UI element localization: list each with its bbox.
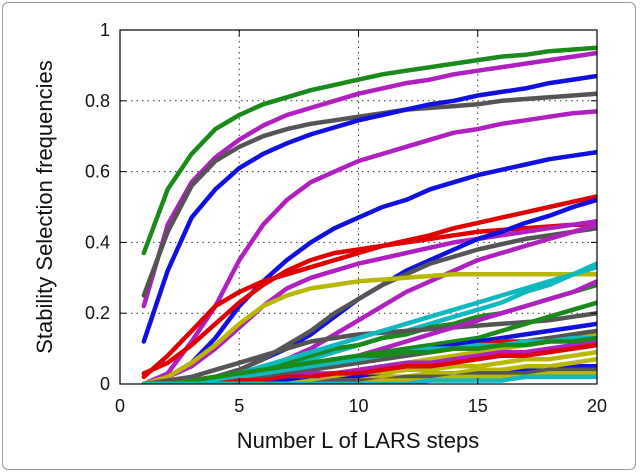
x-tick-label: 15 (468, 396, 488, 416)
series-line-8 (141, 222, 597, 376)
series-line-4 (141, 73, 597, 344)
series-line-26 (141, 335, 597, 384)
x-tick-label: 5 (234, 396, 244, 416)
x-tick-label: 10 (348, 396, 368, 416)
y-tick-label: 0.2 (85, 303, 110, 323)
series-line-9 (141, 218, 597, 384)
series-lines (141, 45, 597, 384)
tick-labels: 0 5 10 15 20 0 0.2 0.4 0.6 0.8 1 (85, 20, 607, 416)
series-line-13 (141, 272, 597, 384)
y-axis-title: Stability Selection frequencies (32, 60, 57, 354)
x-tick-label: 20 (587, 396, 607, 416)
y-tick-label: 0.8 (85, 91, 110, 111)
axis-ticks (119, 29, 598, 385)
y-tick-label: 0.6 (85, 162, 110, 182)
series-line-6 (141, 149, 597, 384)
series-line-5 (141, 109, 597, 384)
y-tick-label: 0 (100, 374, 110, 394)
x-tick-label: 0 (115, 396, 125, 416)
series-line-1 (141, 45, 597, 256)
x-axis-title: Number L of LARS steps (237, 428, 480, 453)
series-line-3 (141, 91, 597, 298)
series-line-2 (141, 50, 597, 309)
series-line-33 (141, 374, 597, 384)
y-tick-label: 0.4 (85, 232, 110, 252)
y-tick-label: 1 (100, 20, 110, 40)
